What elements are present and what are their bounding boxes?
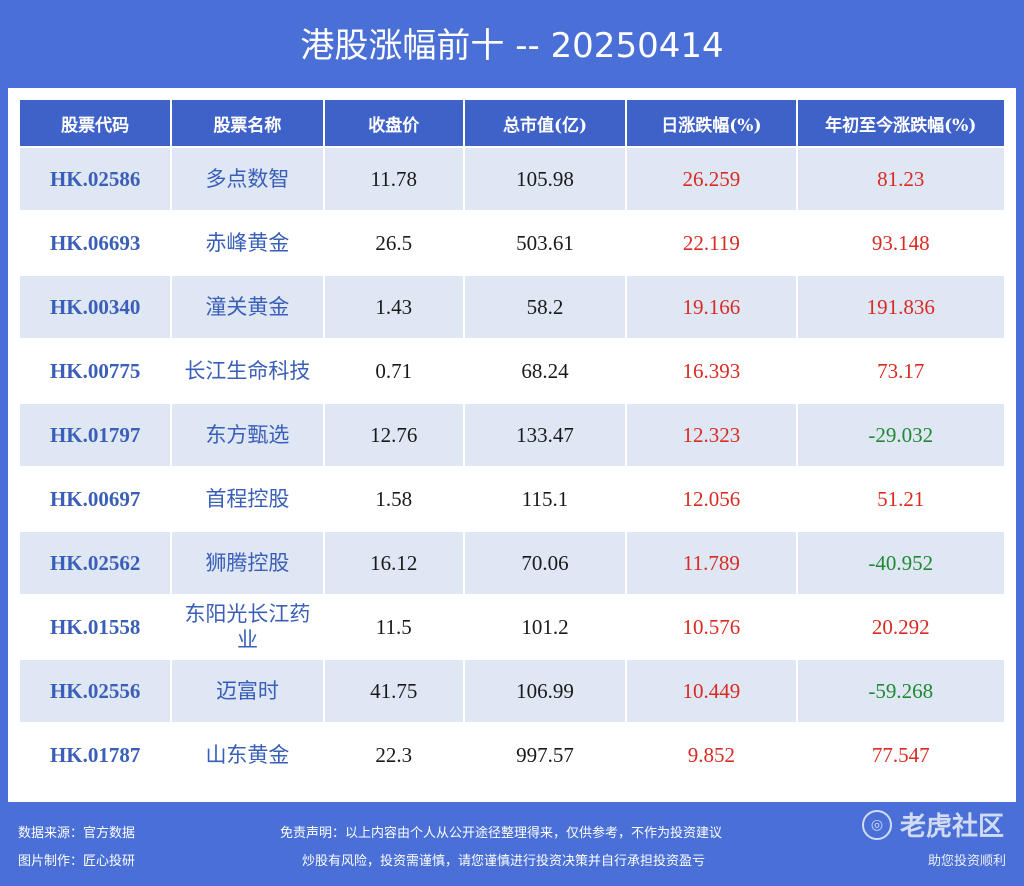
close-price-cell: 16.12 <box>324 532 463 594</box>
stock-code-cell: HK.01787 <box>20 724 171 786</box>
header-close: 收盘价 <box>324 100 463 146</box>
stock-name-cell: 东方甄选 <box>172 404 323 466</box>
header-ytd-change: 年初至今涨跌幅(%) <box>797 100 1004 146</box>
header-market-cap: 总市值(亿) <box>464 100 626 146</box>
disclaimer-line-1: 免责声明：以上内容由个人从公开途径整理得来，仅供参考，不作为投资建议 <box>280 826 723 841</box>
ytd-change-cell: 191.836 <box>797 276 1004 338</box>
close-price-cell: 41.75 <box>324 660 463 722</box>
stock-code-cell: HK.00775 <box>20 340 171 402</box>
day-change-cell: 9.852 <box>627 724 796 786</box>
day-change-cell: 11.789 <box>627 532 796 594</box>
ytd-change-cell: -29.032 <box>797 404 1004 466</box>
stock-name-cell: 赤峰黄金 <box>172 212 323 274</box>
table-row: HK.01787 山东黄金 22.3 997.57 9.852 77.547 <box>20 724 1004 786</box>
table-row: HK.00697 首程控股 1.58 115.1 12.056 51.21 <box>20 468 1004 530</box>
close-price-cell: 11.5 <box>324 596 463 658</box>
market-cap-cell: 101.2 <box>464 596 626 658</box>
stock-name-cell: 长江生命科技 <box>172 340 323 402</box>
table-header-row: 股票代码 股票名称 收盘价 总市值(亿) 日涨跌幅(%) 年初至今涨跌幅(%) <box>20 100 1004 146</box>
stock-code-cell: HK.00697 <box>20 468 171 530</box>
day-change-cell: 10.576 <box>627 596 796 658</box>
page-title: 港股涨幅前十 -- 20250414 <box>300 26 724 66</box>
close-price-cell: 11.78 <box>324 148 463 210</box>
day-change-cell: 12.323 <box>627 404 796 466</box>
day-change-cell: 22.119 <box>627 212 796 274</box>
watermark: ◎ 老虎社区 <box>861 806 1004 843</box>
ytd-change-cell: 93.148 <box>797 212 1004 274</box>
table-row: HK.02562 狮腾控股 16.12 70.06 11.789 -40.952 <box>20 532 1004 594</box>
stock-name-cell: 狮腾控股 <box>172 532 323 594</box>
stock-code-cell: HK.06693 <box>20 212 171 274</box>
stock-name-cell: 潼关黄金 <box>172 276 323 338</box>
market-cap-cell: 133.47 <box>464 404 626 466</box>
day-change-cell: 10.449 <box>627 660 796 722</box>
stock-name-cell: 多点数智 <box>172 148 323 210</box>
table-row: HK.02586 多点数智 11.78 105.98 26.259 81.23 <box>20 148 1004 210</box>
ytd-change-cell: 81.23 <box>797 148 1004 210</box>
ytd-change-cell: -40.952 <box>797 532 1004 594</box>
close-price-cell: 26.5 <box>324 212 463 274</box>
stock-name-cell: 迈富时 <box>172 660 323 722</box>
market-cap-cell: 58.2 <box>464 276 626 338</box>
market-cap-cell: 70.06 <box>464 532 626 594</box>
stock-code-cell: HK.01558 <box>20 596 171 658</box>
footer-right-2: 助您投资顺利 <box>927 854 1006 869</box>
ytd-change-cell: 73.17 <box>797 340 1004 402</box>
day-change-cell: 19.166 <box>627 276 796 338</box>
stock-name-cell: 山东黄金 <box>172 724 323 786</box>
close-price-cell: 1.43 <box>324 276 463 338</box>
ytd-change-cell: -59.268 <box>797 660 1004 722</box>
day-change-cell: 26.259 <box>627 148 796 210</box>
market-cap-cell: 68.24 <box>464 340 626 402</box>
table-body: HK.02586 多点数智 11.78 105.98 26.259 81.23 HK.066… <box>20 148 1004 786</box>
header-day-change: 日涨跌幅(%) <box>627 100 796 146</box>
tiger-logo-icon: ◎ <box>861 809 892 840</box>
table-row: HK.01558 东阳光长江药业 11.5 101.2 10.576 20.292 <box>20 596 1004 658</box>
disclaimer-line-2: 炒股有风险，投资需谨慎，请您谨慎进行投资决策并自行承担投资盈亏 <box>302 854 706 869</box>
table-row: HK.00340 潼关黄金 1.43 58.2 19.166 191.836 <box>20 276 1004 338</box>
stock-name-cell: 东阳光长江药业 <box>172 596 323 658</box>
stock-code-cell: HK.00340 <box>20 276 171 338</box>
header-code: 股票代码 <box>20 100 171 146</box>
table-panel: 股票代码 股票名称 收盘价 总市值(亿) 日涨跌幅(%) 年初至今涨跌幅(%) … <box>8 88 1016 802</box>
close-price-cell: 22.3 <box>324 724 463 786</box>
header-name: 股票名称 <box>172 100 323 146</box>
market-cap-cell: 105.98 <box>464 148 626 210</box>
stock-code-cell: HK.01797 <box>20 404 171 466</box>
stock-code-cell: HK.02562 <box>20 532 171 594</box>
footer: 数据来源：官方数据 图片制作：匠心投研 免责声明：以上内容由个人从公开途径整理得… <box>0 810 1024 886</box>
watermark-text: 老虎社区 <box>899 812 1004 842</box>
stock-table: 股票代码 股票名称 收盘价 总市值(亿) 日涨跌幅(%) 年初至今涨跌幅(%) … <box>18 98 1006 788</box>
day-change-cell: 12.056 <box>627 468 796 530</box>
market-cap-cell: 997.57 <box>464 724 626 786</box>
image-maker: 图片制作：匠心投研 <box>18 854 136 869</box>
market-cap-cell: 115.1 <box>464 468 626 530</box>
market-cap-cell: 106.99 <box>464 660 626 722</box>
ytd-change-cell: 20.292 <box>797 596 1004 658</box>
stock-code-cell: HK.02556 <box>20 660 171 722</box>
close-price-cell: 12.76 <box>324 404 463 466</box>
market-cap-cell: 503.61 <box>464 212 626 274</box>
table-row: HK.06693 赤峰黄金 26.5 503.61 22.119 93.148 <box>20 212 1004 274</box>
stock-code-cell: HK.02586 <box>20 148 171 210</box>
close-price-cell: 1.58 <box>324 468 463 530</box>
table-row: HK.02556 迈富时 41.75 106.99 10.449 -59.268 <box>20 660 1004 722</box>
ytd-change-cell: 51.21 <box>797 468 1004 530</box>
stock-name-cell: 首程控股 <box>172 468 323 530</box>
day-change-cell: 16.393 <box>627 340 796 402</box>
data-source: 数据来源：官方数据 <box>18 826 136 841</box>
close-price-cell: 0.71 <box>324 340 463 402</box>
table-row: HK.00775 长江生命科技 0.71 68.24 16.393 73.17 <box>20 340 1004 402</box>
table-row: HK.01797 东方甄选 12.76 133.47 12.323 -29.032 <box>20 404 1004 466</box>
ytd-change-cell: 77.547 <box>797 724 1004 786</box>
